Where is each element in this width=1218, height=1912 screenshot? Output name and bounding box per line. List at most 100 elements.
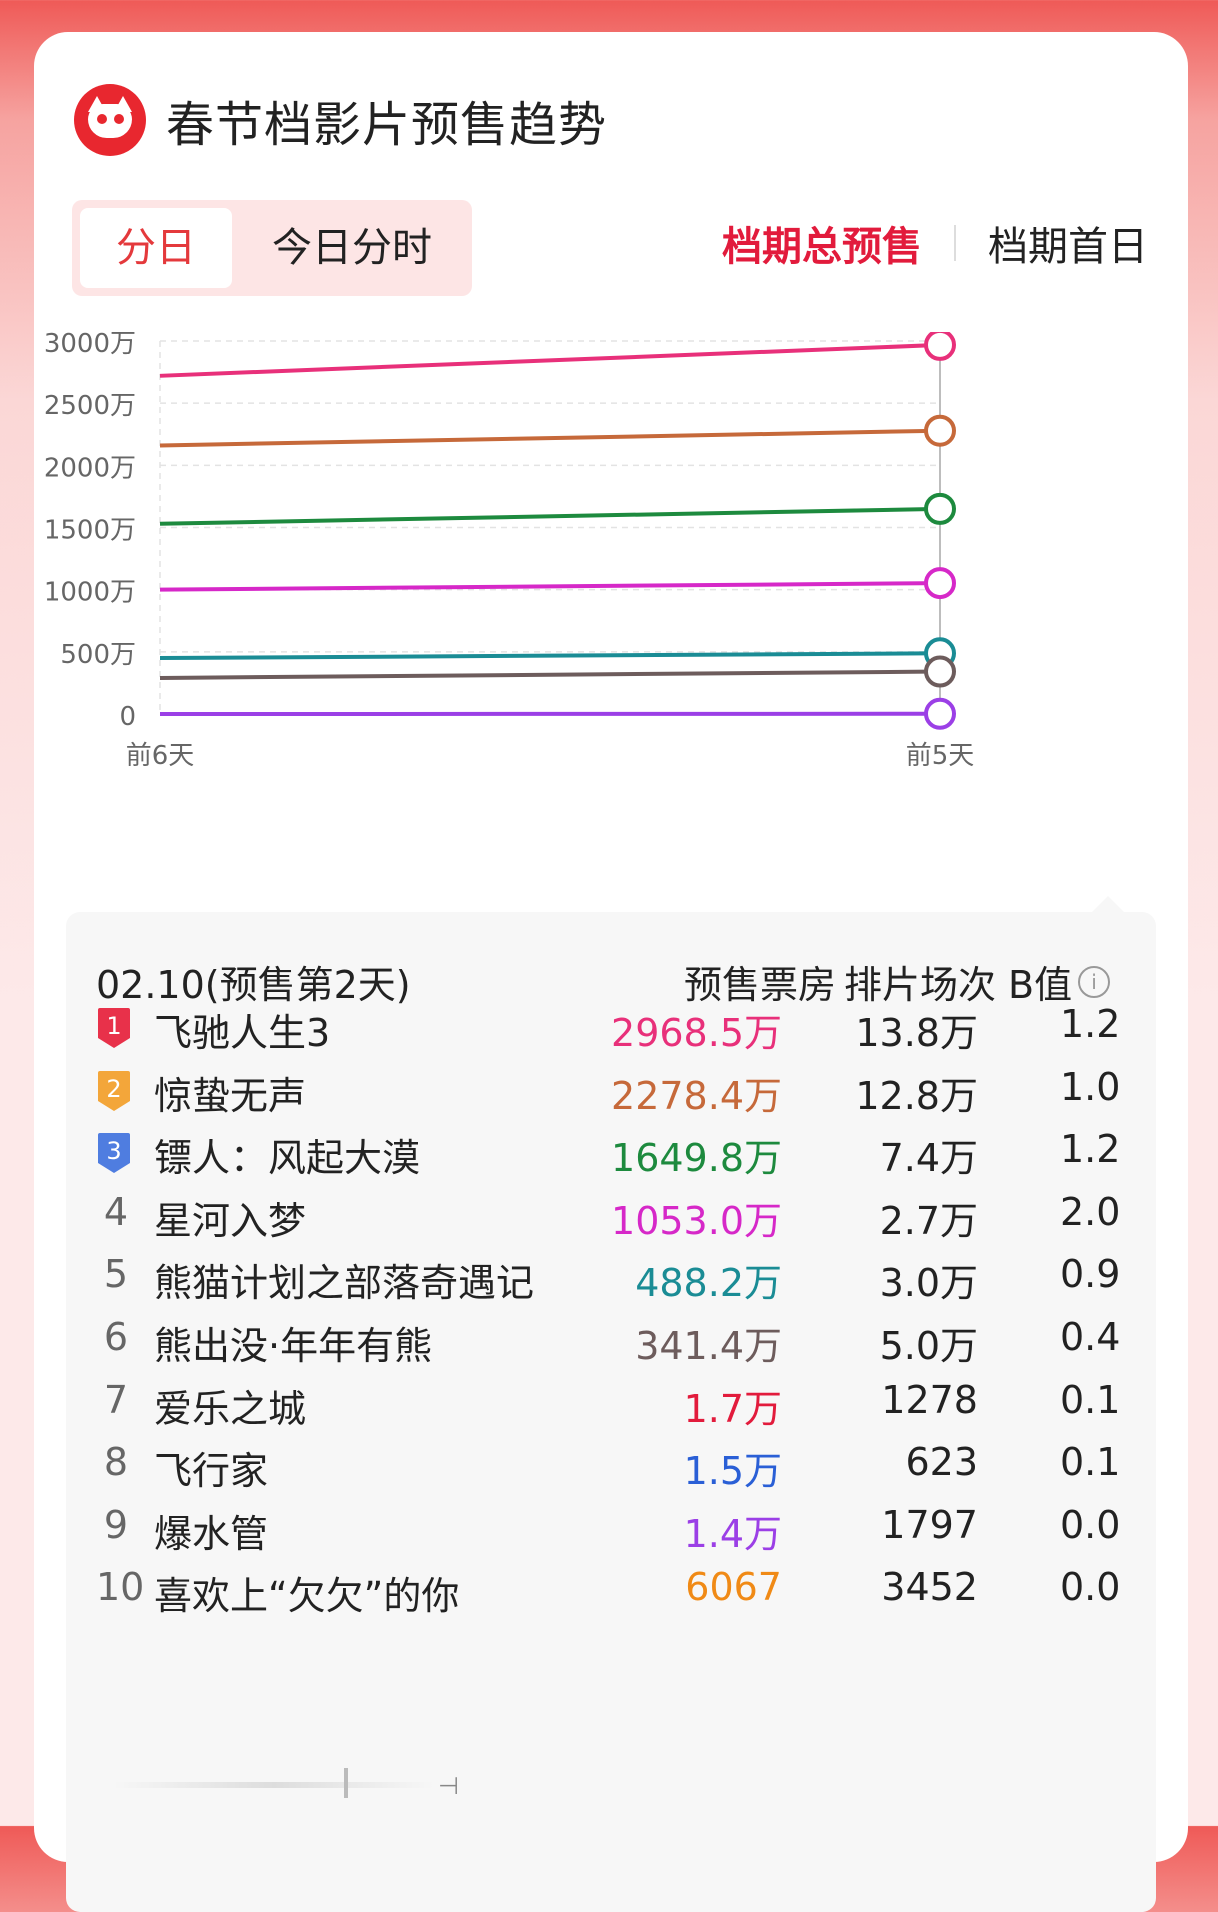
table-row[interactable]: 6 熊出没·年年有熊 341.4万 5.0万 0.4	[66, 1315, 1156, 1375]
b-value: 0.0	[1060, 1565, 1120, 1609]
presale-box-value: 488.2万	[635, 1252, 782, 1307]
shows-value: 3452	[881, 1565, 978, 1609]
info-icon[interactable]: i	[1078, 966, 1110, 998]
series-line	[160, 583, 940, 590]
tab-first-day[interactable]: 档期首日	[988, 214, 1148, 272]
card-header: 春节档影片预售趋势	[74, 80, 607, 160]
presale-box-value: 6067	[685, 1565, 782, 1609]
movie-name: 惊蛰无声	[154, 1065, 306, 1120]
page-title: 春节档影片预售趋势	[166, 85, 607, 155]
presale-box-value: 2968.5万	[611, 1002, 782, 1057]
data-point	[926, 495, 954, 523]
shows-value: 1797	[881, 1503, 978, 1547]
presale-box-value: 1649.8万	[611, 1127, 782, 1182]
table-row[interactable]: 8 飞行家 1.5万 623 0.1	[66, 1440, 1156, 1500]
shows-value: 7.4万	[880, 1127, 978, 1182]
period-tabs: 档期总预售 档期首日	[722, 214, 1148, 272]
tab-divider	[954, 225, 956, 261]
table-row[interactable]: 9 爆水管 1.4万 1797 0.0	[66, 1503, 1156, 1563]
b-value: 1.0	[1060, 1065, 1120, 1109]
y-tick-label: 3000万	[44, 332, 136, 359]
rank-badge-icon: 1	[96, 1006, 132, 1050]
b-value: 0.0	[1060, 1503, 1120, 1547]
tab-today-hourly[interactable]: 今日分时	[242, 208, 462, 288]
movie-name: 镖人：风起大漠	[154, 1127, 420, 1182]
rank-number: 2	[96, 1075, 132, 1103]
y-tick-label: 500万	[60, 640, 136, 670]
table-date: 02.10(预售第2天)	[96, 954, 411, 1009]
movie-name: 爱乐之城	[154, 1378, 306, 1433]
granularity-toggle: 分日 今日分时	[72, 200, 472, 296]
table-row[interactable]: 1 飞驰人生3 2968.5万 13.8万 1.2	[66, 1002, 1156, 1062]
b-value: 0.4	[1060, 1315, 1120, 1359]
series-line	[160, 509, 940, 524]
rank-number: 4	[96, 1190, 136, 1234]
series-line	[160, 672, 940, 678]
tab-daily[interactable]: 分日	[80, 208, 232, 288]
rank-number: 3	[96, 1137, 132, 1165]
rank-number: 1	[96, 1012, 132, 1040]
table-row[interactable]: 10 喜欢上“欠欠”的你 6067 3452 0.0	[66, 1565, 1156, 1625]
table-row[interactable]: 3 镖人：风起大漠 1649.8万 7.4万 1.2	[66, 1127, 1156, 1187]
data-point	[926, 332, 954, 359]
rank-number: 8	[96, 1440, 136, 1484]
b-value: 0.9	[1060, 1252, 1120, 1296]
rank-badge-icon: 2	[96, 1069, 132, 1113]
column-b-label: B值	[1008, 954, 1072, 1009]
rank-number: 9	[96, 1503, 136, 1547]
maoyan-cat-logo-icon	[74, 84, 146, 156]
shows-value: 623	[905, 1440, 978, 1484]
series-line	[160, 653, 940, 658]
scrollbar-handle[interactable]	[344, 1768, 348, 1798]
chart-svg: 3000万2500万2000万1500万1000万500万0前6天前5天	[34, 332, 1188, 902]
shows-value: 2.7万	[880, 1190, 978, 1245]
b-value: 0.1	[1060, 1440, 1120, 1484]
b-value: 1.2	[1060, 1127, 1120, 1171]
data-point	[926, 658, 954, 686]
tab-total-presale[interactable]: 档期总预售	[722, 214, 922, 272]
series-line	[160, 431, 940, 446]
presale-box-value: 1.5万	[684, 1440, 782, 1495]
rank-badge-icon: 3	[96, 1131, 132, 1175]
y-tick-label: 1000万	[44, 578, 136, 608]
horizontal-scrollbar[interactable]	[114, 1782, 434, 1788]
movie-name: 飞行家	[154, 1440, 268, 1495]
shows-value: 5.0万	[880, 1315, 978, 1370]
column-presale-box: 预售票房	[636, 954, 836, 1009]
data-point	[926, 569, 954, 597]
y-tick-label: 1500万	[44, 516, 136, 546]
movie-name: 喜欢上“欠欠”的你	[154, 1565, 459, 1620]
movie-name: 星河入梦	[154, 1190, 306, 1245]
b-value: 1.2	[1060, 1002, 1120, 1046]
x-tick-label: 前5天	[906, 741, 975, 771]
table-header: 02.10(预售第2天) 预售票房 排片场次 B值 i	[66, 954, 1156, 1004]
y-tick-label: 2500万	[44, 391, 136, 421]
scroll-end-icon: ⊣	[438, 1772, 459, 1800]
movie-name: 爆水管	[154, 1503, 268, 1558]
shows-value: 12.8万	[855, 1065, 978, 1120]
shows-value: 3.0万	[880, 1252, 978, 1307]
column-b-value: B值 i	[1008, 954, 1128, 1009]
shows-value: 13.8万	[855, 1002, 978, 1057]
movie-name: 飞驰人生3	[154, 1002, 330, 1057]
presale-box-value: 1053.0万	[611, 1190, 782, 1245]
movie-name: 熊猫计划之部落奇遇记	[154, 1252, 534, 1307]
presale-box-value: 1.4万	[684, 1503, 782, 1558]
shows-value: 1278	[881, 1378, 978, 1422]
column-shows: 排片场次	[826, 954, 996, 1009]
data-point	[926, 417, 954, 445]
ranking-panel: 02.10(预售第2天) 预售票房 排片场次 B值 i 1 飞驰人生3 2968.5…	[66, 912, 1156, 1912]
rank-number: 10	[96, 1565, 136, 1609]
presale-box-value: 341.4万	[635, 1315, 782, 1370]
rank-number: 6	[96, 1315, 136, 1359]
movie-name: 熊出没·年年有熊	[154, 1315, 432, 1370]
series-line	[160, 345, 940, 376]
y-tick-label: 2000万	[44, 453, 136, 483]
b-value: 0.1	[1060, 1378, 1120, 1422]
x-tick-label: 前6天	[126, 741, 195, 771]
